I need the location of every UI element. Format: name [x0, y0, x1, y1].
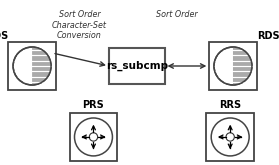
- Circle shape: [211, 118, 249, 156]
- Circle shape: [74, 118, 112, 156]
- Text: RRS: RRS: [219, 100, 241, 110]
- Bar: [209, 42, 257, 90]
- Circle shape: [13, 47, 51, 85]
- Circle shape: [226, 133, 234, 141]
- Text: Sort Order
Character-Set
Conversion: Sort Order Character-Set Conversion: [52, 10, 107, 40]
- Bar: [70, 113, 117, 161]
- Bar: [109, 48, 165, 84]
- Circle shape: [89, 133, 98, 141]
- Text: rs_subcmp: rs_subcmp: [106, 61, 168, 71]
- Text: PDS: PDS: [0, 31, 8, 41]
- Text: Sort Order: Sort Order: [156, 10, 198, 19]
- Text: RDS: RDS: [257, 31, 279, 41]
- Wedge shape: [32, 47, 51, 85]
- Bar: [8, 42, 56, 90]
- Wedge shape: [233, 47, 252, 85]
- Bar: [206, 113, 254, 161]
- Text: PRS: PRS: [83, 100, 104, 110]
- Circle shape: [214, 47, 252, 85]
